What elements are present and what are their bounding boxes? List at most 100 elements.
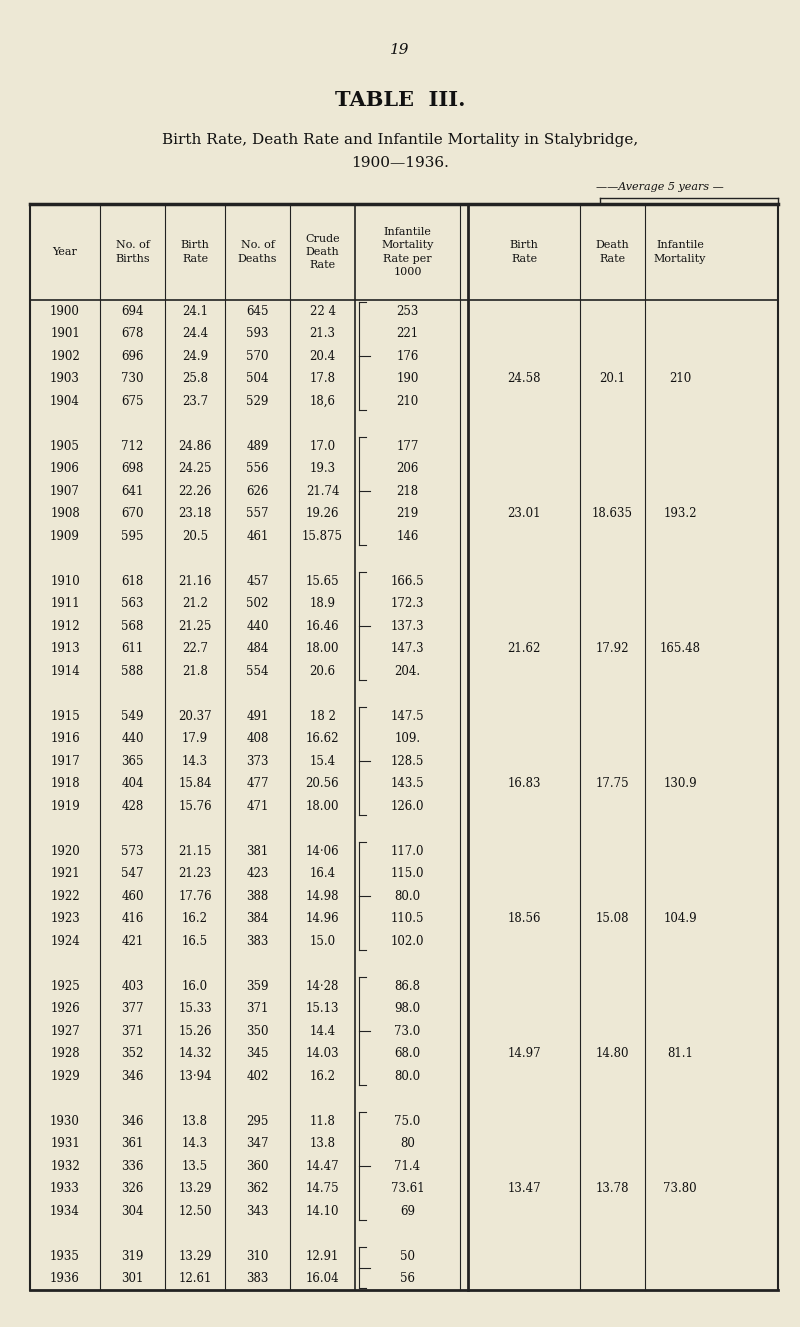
Text: 130.9: 130.9	[663, 778, 697, 791]
Text: 56: 56	[400, 1273, 415, 1286]
Text: 1936: 1936	[50, 1273, 80, 1286]
Text: 588: 588	[122, 665, 144, 678]
Text: Birth Rate, Death Rate and Infantile Mortality in Stalybridge,: Birth Rate, Death Rate and Infantile Mor…	[162, 133, 638, 147]
Text: 24.86: 24.86	[178, 439, 212, 453]
Text: 491: 491	[246, 710, 269, 723]
Text: 24.25: 24.25	[178, 462, 212, 475]
Text: 15.875: 15.875	[302, 529, 343, 543]
Text: 14.98: 14.98	[306, 889, 339, 902]
Text: 15.65: 15.65	[306, 575, 339, 588]
Text: 373: 373	[246, 755, 269, 768]
Text: 440: 440	[246, 620, 269, 633]
Text: 618: 618	[122, 575, 144, 588]
Text: 1934: 1934	[50, 1205, 80, 1218]
Text: 502: 502	[246, 597, 269, 610]
Text: 563: 563	[122, 597, 144, 610]
Text: 17.9: 17.9	[182, 733, 208, 746]
Text: 361: 361	[122, 1137, 144, 1151]
Text: 16.04: 16.04	[306, 1273, 339, 1286]
Text: 1902: 1902	[50, 350, 80, 362]
Text: 1911: 1911	[50, 597, 80, 610]
Text: 371: 371	[122, 1024, 144, 1038]
Text: 204.: 204.	[394, 665, 421, 678]
Text: 1923: 1923	[50, 912, 80, 925]
Text: 210: 210	[669, 373, 691, 385]
Text: 13.47: 13.47	[507, 1182, 541, 1196]
Text: 176: 176	[396, 350, 418, 362]
Text: 23.18: 23.18	[178, 507, 212, 520]
Text: 1909: 1909	[50, 529, 80, 543]
Text: 218: 218	[397, 484, 418, 498]
Text: 69: 69	[400, 1205, 415, 1218]
Text: 22 4: 22 4	[310, 305, 335, 317]
Text: 172.3: 172.3	[390, 597, 424, 610]
Text: 694: 694	[122, 305, 144, 317]
Text: 13.78: 13.78	[596, 1182, 630, 1196]
Text: 80: 80	[400, 1137, 415, 1151]
Text: 477: 477	[246, 778, 269, 791]
Text: 20.4: 20.4	[310, 350, 335, 362]
Text: 206: 206	[396, 462, 418, 475]
Text: 1927: 1927	[50, 1024, 80, 1038]
Text: 16.2: 16.2	[182, 912, 208, 925]
Text: 21.3: 21.3	[310, 328, 335, 340]
Text: 21.16: 21.16	[178, 575, 212, 588]
Text: 377: 377	[122, 1002, 144, 1015]
Text: 24.58: 24.58	[507, 373, 541, 385]
Text: 1915: 1915	[50, 710, 80, 723]
Text: 570: 570	[246, 350, 269, 362]
Text: 18.00: 18.00	[306, 800, 339, 812]
Text: 17.8: 17.8	[310, 373, 335, 385]
Text: 110.5: 110.5	[390, 912, 424, 925]
Text: 504: 504	[246, 373, 269, 385]
Text: 15.26: 15.26	[178, 1024, 212, 1038]
Text: 595: 595	[122, 529, 144, 543]
Text: 18 2: 18 2	[310, 710, 335, 723]
Text: Infantile
Mortality: Infantile Mortality	[654, 240, 706, 264]
Text: 15.33: 15.33	[178, 1002, 212, 1015]
Text: 1926: 1926	[50, 1002, 80, 1015]
Text: 104.9: 104.9	[663, 912, 697, 925]
Text: 421: 421	[122, 934, 144, 947]
Text: 1904: 1904	[50, 394, 80, 407]
Text: 471: 471	[246, 800, 269, 812]
Text: 1922: 1922	[50, 889, 80, 902]
Text: 384: 384	[246, 912, 269, 925]
Text: 14·06: 14·06	[306, 845, 339, 857]
Text: 15.76: 15.76	[178, 800, 212, 812]
Text: 404: 404	[122, 778, 144, 791]
Text: 80.0: 80.0	[394, 1070, 421, 1083]
Text: 23.7: 23.7	[182, 394, 208, 407]
Text: 16.83: 16.83	[507, 778, 541, 791]
Text: 73.0: 73.0	[394, 1024, 421, 1038]
Text: 20.37: 20.37	[178, 710, 212, 723]
Text: 346: 346	[122, 1115, 144, 1128]
Text: 13.5: 13.5	[182, 1160, 208, 1173]
Text: 304: 304	[122, 1205, 144, 1218]
Text: 352: 352	[122, 1047, 144, 1060]
Text: 547: 547	[122, 868, 144, 880]
Text: 336: 336	[122, 1160, 144, 1173]
Text: 641: 641	[122, 484, 144, 498]
Text: 1919: 1919	[50, 800, 80, 812]
Text: 253: 253	[396, 305, 418, 317]
Text: 80.0: 80.0	[394, 889, 421, 902]
Text: 128.5: 128.5	[391, 755, 424, 768]
Text: 20.56: 20.56	[306, 778, 339, 791]
Text: 219: 219	[396, 507, 418, 520]
Text: 457: 457	[246, 575, 269, 588]
Text: 210: 210	[396, 394, 418, 407]
Text: 16.0: 16.0	[182, 979, 208, 993]
Text: Crude
Death
Rate: Crude Death Rate	[305, 234, 340, 271]
Text: 1910: 1910	[50, 575, 80, 588]
Text: 20.5: 20.5	[182, 529, 208, 543]
Text: 14.03: 14.03	[306, 1047, 339, 1060]
Text: 423: 423	[246, 868, 269, 880]
Text: 403: 403	[122, 979, 144, 993]
Text: 371: 371	[246, 1002, 269, 1015]
Text: 12.61: 12.61	[178, 1273, 212, 1286]
Text: 1916: 1916	[50, 733, 80, 746]
Text: 593: 593	[246, 328, 269, 340]
Text: 14.75: 14.75	[306, 1182, 339, 1196]
Text: 15.0: 15.0	[310, 934, 335, 947]
